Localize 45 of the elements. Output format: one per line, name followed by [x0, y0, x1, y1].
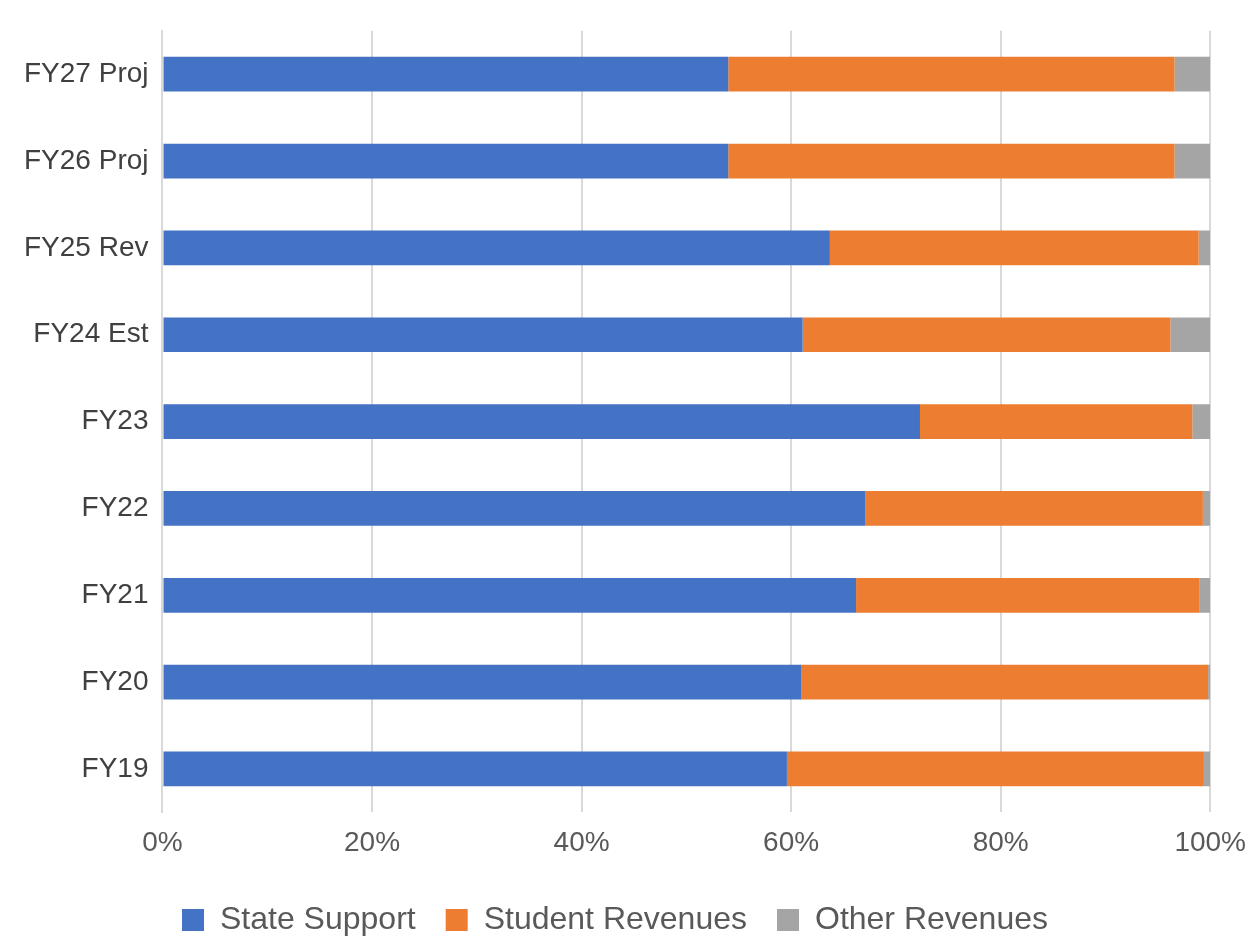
x-tick-label: 0% — [142, 825, 183, 857]
bar — [1198, 230, 1211, 266]
bar — [1192, 404, 1211, 439]
bar — [801, 664, 1209, 700]
bar — [829, 230, 1199, 266]
bar — [163, 491, 866, 526]
bar — [163, 56, 729, 92]
bar — [163, 577, 857, 613]
y-tick-label: FY24 Est — [33, 317, 149, 349]
bar — [163, 751, 787, 787]
bar — [163, 404, 920, 439]
bar — [865, 491, 1203, 526]
bar — [163, 230, 830, 266]
bar — [728, 143, 1175, 179]
y-tick-label: FY19 — [81, 751, 149, 783]
x-tick-label: 60% — [763, 825, 820, 857]
y-tick-label: FY20 — [81, 664, 149, 696]
y-tick-label: FY21 — [81, 578, 149, 610]
legend-label: Student Revenues — [483, 899, 747, 936]
bar — [728, 56, 1175, 92]
y-tick-label: FY25 Rev — [24, 230, 149, 262]
legend-label: Other Revenues — [814, 899, 1048, 936]
legend-label: State Support — [220, 899, 416, 936]
y-tick-label: FY26 Proj — [24, 143, 149, 175]
bar — [1174, 143, 1211, 179]
bar — [1208, 664, 1211, 700]
bar — [1199, 577, 1211, 613]
x-tick-label: 40% — [553, 825, 610, 857]
bar — [1203, 751, 1211, 787]
bar — [163, 317, 803, 353]
bar — [856, 577, 1200, 613]
bar — [1174, 56, 1211, 92]
bar — [919, 404, 1193, 439]
bar — [163, 664, 802, 700]
bar — [802, 317, 1171, 353]
bar — [1170, 317, 1211, 353]
y-tick-label: FY23 — [81, 404, 149, 436]
y-tick-label: FY22 — [81, 491, 149, 523]
bar — [786, 751, 1204, 787]
x-tick-label: 100% — [1174, 825, 1247, 857]
bar — [1202, 491, 1211, 526]
x-tick-label: 20% — [344, 825, 401, 857]
y-tick-label: FY27 Proj — [24, 56, 149, 88]
bar — [163, 143, 729, 179]
x-tick-label: 80% — [972, 825, 1029, 857]
